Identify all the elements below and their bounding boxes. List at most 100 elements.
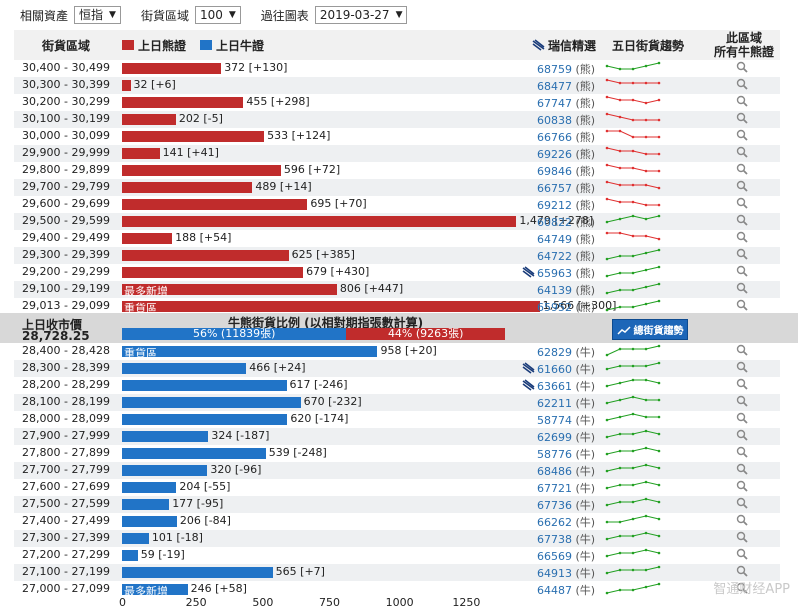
trend-sparkline[interactable] bbox=[604, 77, 664, 94]
trend-sparkline[interactable] bbox=[604, 60, 664, 77]
magnifier-icon[interactable] bbox=[736, 129, 748, 142]
magnifier-icon[interactable] bbox=[736, 361, 748, 374]
warrant-code-link[interactable]: 58776 (牛) bbox=[537, 446, 595, 462]
volume-label: 489 [+14] bbox=[255, 180, 312, 193]
trend-sparkline[interactable] bbox=[604, 179, 664, 196]
warrant-code-link[interactable]: 69846 (熊) bbox=[537, 163, 595, 179]
warrant-code-link[interactable]: 67721 (牛) bbox=[537, 480, 595, 496]
trend-sparkline[interactable] bbox=[604, 581, 664, 598]
magnifier-icon[interactable] bbox=[736, 214, 748, 227]
magnifier-icon[interactable] bbox=[736, 412, 748, 425]
magnifier-icon[interactable] bbox=[736, 463, 748, 476]
warrant-code-link[interactable]: 69212 (熊) bbox=[537, 197, 595, 213]
trend-sparkline[interactable] bbox=[604, 462, 664, 479]
warrant-code-link[interactable]: 62829 (牛) bbox=[537, 344, 595, 360]
magnifier-icon[interactable] bbox=[736, 446, 748, 459]
magnifier-icon[interactable] bbox=[736, 531, 748, 544]
range-select[interactable]: 100 ▼ bbox=[194, 6, 241, 24]
trend-point bbox=[631, 483, 635, 487]
magnifier-icon[interactable] bbox=[736, 429, 748, 442]
trend-sparkline[interactable] bbox=[604, 247, 664, 264]
warrant-code-link[interactable]: 64487 (牛) bbox=[537, 582, 595, 598]
trend-sparkline[interactable] bbox=[604, 360, 664, 377]
asset-select[interactable]: 恒指 ▼ bbox=[74, 6, 121, 24]
warrant-code-link[interactable]: 62699 (牛) bbox=[537, 429, 595, 445]
warrant-code-link[interactable]: 62211 (牛) bbox=[537, 395, 595, 411]
warrant-code-link[interactable]: 67736 (牛) bbox=[537, 497, 595, 513]
trend-sparkline[interactable] bbox=[604, 530, 664, 547]
warrant-code-link[interactable]: 61660 (牛) bbox=[537, 361, 595, 377]
magnifier-icon[interactable] bbox=[736, 395, 748, 408]
trend-sparkline[interactable] bbox=[604, 377, 664, 394]
trend-sparkline[interactable] bbox=[604, 298, 664, 315]
trend-sparkline[interactable] bbox=[604, 94, 664, 111]
trend-line bbox=[606, 249, 660, 260]
warrant-code-link[interactable]: 65952 (熊) bbox=[537, 299, 595, 315]
magnifier-icon[interactable] bbox=[736, 265, 748, 278]
trend-sparkline[interactable] bbox=[604, 547, 664, 564]
warrant-code-link[interactable]: 66569 (牛) bbox=[537, 548, 595, 564]
trend-sparkline[interactable] bbox=[604, 145, 664, 162]
warrant-code-link[interactable]: 63661 (牛) bbox=[537, 378, 595, 394]
trend-sparkline[interactable] bbox=[604, 281, 664, 298]
warrant-code-link[interactable]: 68486 (牛) bbox=[537, 463, 595, 479]
trend-sparkline[interactable] bbox=[604, 428, 664, 445]
magnifier-icon[interactable] bbox=[736, 112, 748, 125]
magnifier-icon[interactable] bbox=[736, 497, 748, 510]
magnifier-icon[interactable] bbox=[736, 197, 748, 210]
magnifier-icon[interactable] bbox=[736, 565, 748, 578]
trend-sparkline[interactable] bbox=[604, 128, 664, 145]
trend-sparkline[interactable] bbox=[604, 213, 664, 230]
trend-sparkline[interactable] bbox=[604, 564, 664, 581]
trend-sparkline[interactable] bbox=[604, 264, 664, 281]
warrant-code-link[interactable]: 68477 (熊) bbox=[537, 78, 595, 94]
trend-sparkline[interactable] bbox=[604, 496, 664, 513]
magnifier-icon[interactable] bbox=[736, 248, 748, 261]
trend-sparkline[interactable] bbox=[604, 162, 664, 179]
warrant-code-link[interactable]: 58774 (牛) bbox=[537, 412, 595, 428]
warrant-kind: (牛) bbox=[575, 465, 596, 478]
warrant-code-link[interactable]: 65963 (熊) bbox=[537, 265, 595, 281]
magnifier-icon[interactable] bbox=[736, 378, 748, 391]
magnifier-icon[interactable] bbox=[736, 231, 748, 244]
trend-sparkline[interactable] bbox=[604, 513, 664, 530]
magnifier-icon[interactable] bbox=[736, 548, 748, 561]
trend-sparkline[interactable] bbox=[604, 196, 664, 213]
warrant-code-link[interactable]: 67747 (熊) bbox=[537, 95, 595, 111]
magnifier-icon[interactable] bbox=[736, 78, 748, 91]
magnifier-icon[interactable] bbox=[736, 146, 748, 159]
warrant-code-link[interactable]: 66766 (熊) bbox=[537, 129, 595, 145]
trend-sparkline[interactable] bbox=[604, 230, 664, 247]
total-trend-button[interactable]: 總街貨趨勢 bbox=[612, 319, 688, 340]
warrant-code-link[interactable]: 68759 (熊) bbox=[537, 61, 595, 77]
magnifier-icon[interactable] bbox=[736, 514, 748, 527]
trend-sparkline[interactable] bbox=[604, 411, 664, 428]
warrant-code-link[interactable]: 67738 (牛) bbox=[537, 531, 595, 547]
magnifier-icon[interactable] bbox=[736, 180, 748, 193]
trend-sparkline[interactable] bbox=[604, 394, 664, 411]
warrant-code-link[interactable]: 64139 (熊) bbox=[537, 282, 595, 298]
trend-sparkline[interactable] bbox=[604, 343, 664, 360]
magnifier-icon[interactable] bbox=[736, 344, 748, 357]
magnifier-icon[interactable] bbox=[736, 299, 748, 312]
warrant-code-link[interactable]: 60822 (熊) bbox=[537, 214, 595, 230]
warrant-code-link[interactable]: 69226 (熊) bbox=[537, 146, 595, 162]
trend-sparkline[interactable] bbox=[604, 111, 664, 128]
trend-sparkline[interactable] bbox=[604, 445, 664, 462]
warrant-code-link[interactable]: 64913 (牛) bbox=[537, 565, 595, 581]
magnifier-icon[interactable] bbox=[736, 480, 748, 493]
date-select[interactable]: 2019-03-27 ▼ bbox=[314, 6, 408, 24]
warrant-code-link[interactable]: 60838 (熊) bbox=[537, 112, 595, 128]
magnifier-icon[interactable] bbox=[736, 582, 748, 595]
warrant-code-link[interactable]: 66262 (牛) bbox=[537, 514, 595, 530]
magnifier-icon[interactable] bbox=[736, 95, 748, 108]
trend-sparkline[interactable] bbox=[604, 479, 664, 496]
magnifier-icon[interactable] bbox=[736, 282, 748, 295]
magnifier-icon[interactable] bbox=[736, 61, 748, 74]
warrant-code-link[interactable]: 64749 (熊) bbox=[537, 231, 595, 247]
warrant-code-link[interactable]: 66757 (熊) bbox=[537, 180, 595, 196]
trend-point bbox=[631, 234, 635, 238]
warrant-code-link[interactable]: 64722 (熊) bbox=[537, 248, 595, 264]
magnifier-icon[interactable] bbox=[736, 163, 748, 176]
trend-point bbox=[631, 98, 635, 102]
